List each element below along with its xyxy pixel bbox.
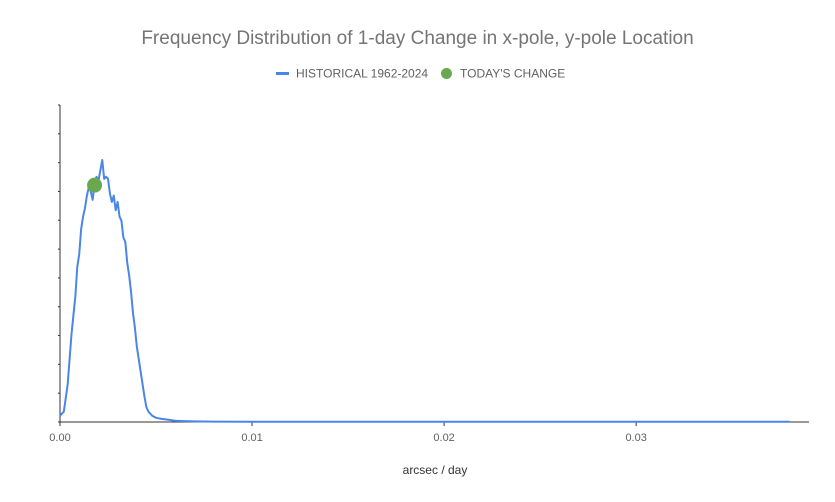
x-tick-label: 0.01 — [241, 432, 262, 444]
chart-title: Frequency Distribution of 1-day Change i… — [141, 28, 693, 49]
x-tick-label: 0.02 — [433, 432, 454, 444]
series-line-historical — [59, 159, 790, 423]
x-tick-label: 0.00 — [49, 432, 70, 444]
legend: HISTORICAL 1962-2024 TODAY'S CHANGE — [276, 67, 565, 81]
x-axis-title: arcsec / day — [403, 463, 468, 477]
x-tick-label: 0.03 — [625, 432, 646, 444]
legend-today-label: TODAY'S CHANGE — [460, 67, 565, 81]
plot-area: 0.00 0.01 0.02 0.03 — [49, 104, 809, 444]
legend-historical-label: HISTORICAL 1962-2024 — [296, 67, 428, 81]
legend-today-swatch — [441, 68, 452, 79]
todays-change-point — [87, 177, 103, 193]
